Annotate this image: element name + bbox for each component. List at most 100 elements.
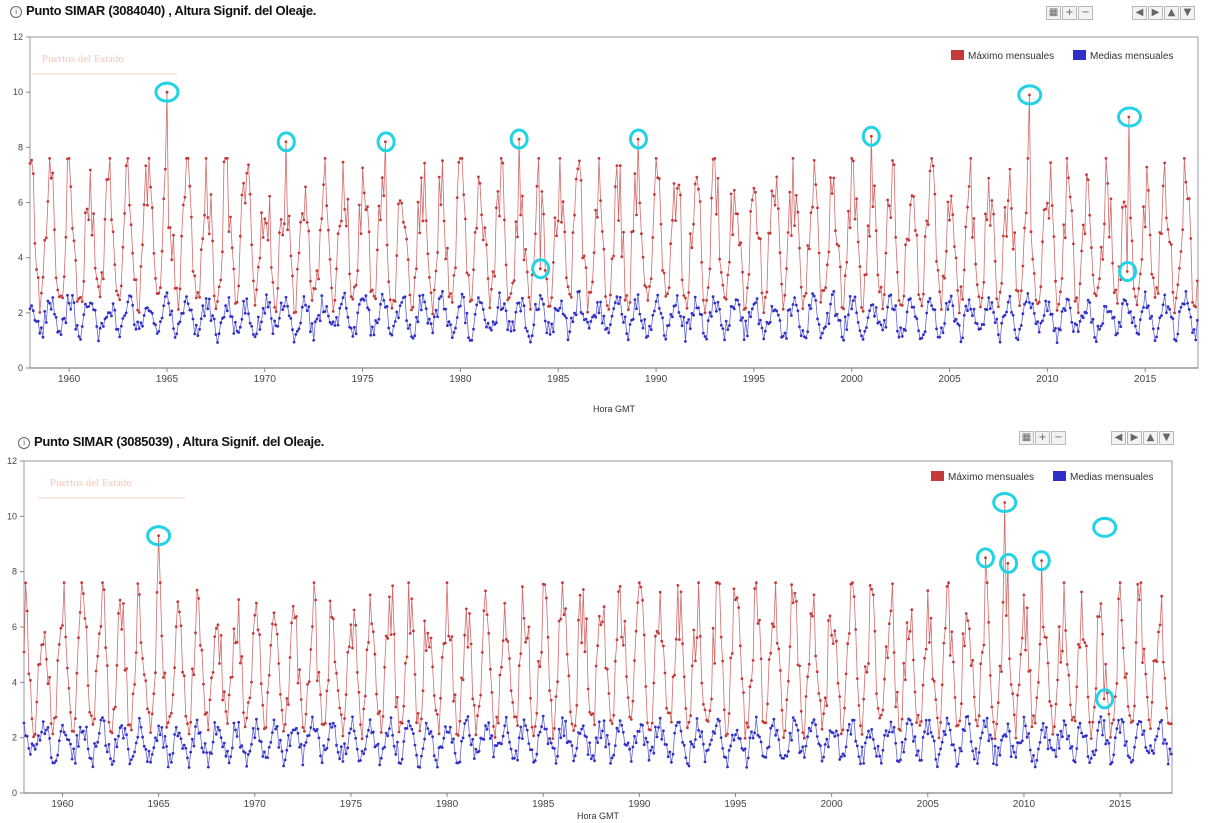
chart-grid-icon[interactable]: ▦ <box>1019 431 1034 445</box>
data-point <box>410 727 414 731</box>
data-point <box>1004 735 1008 738</box>
data-point <box>336 323 340 327</box>
data-point <box>848 295 852 298</box>
data-point <box>248 749 252 753</box>
info-icon[interactable]: i <box>10 6 22 18</box>
data-point <box>1112 753 1116 757</box>
data-point <box>200 648 204 652</box>
data-point <box>522 616 526 620</box>
arrow-up-icon[interactable]: ▲ <box>1164 6 1179 20</box>
data-point <box>838 695 842 698</box>
data-point <box>347 645 351 649</box>
data-point <box>607 331 611 335</box>
data-point <box>131 755 135 758</box>
arrow-right-icon[interactable]: ▶ <box>1148 6 1163 20</box>
data-point <box>724 734 728 738</box>
data-point <box>578 159 581 163</box>
data-point <box>168 313 172 317</box>
data-point <box>740 747 744 750</box>
data-point <box>214 732 218 736</box>
data-point <box>532 734 535 738</box>
data-point <box>891 159 894 162</box>
data-point <box>618 164 622 168</box>
data-point <box>593 759 596 763</box>
data-point <box>649 277 653 281</box>
chart-grid-icon[interactable]: ▦ <box>1046 6 1061 20</box>
data-point <box>817 323 821 326</box>
arrow-down-icon[interactable]: ▼ <box>1180 6 1195 20</box>
data-point <box>467 273 470 277</box>
data-point <box>309 330 312 334</box>
data-point <box>229 215 232 219</box>
data-point <box>730 733 734 737</box>
zoom-out-icon[interactable]: − <box>1078 6 1093 20</box>
data-point <box>503 302 506 306</box>
data-point <box>328 320 332 324</box>
arrow-left-icon[interactable]: ◀ <box>1132 6 1147 20</box>
data-point <box>1129 216 1132 220</box>
data-point <box>884 645 888 648</box>
data-point <box>455 316 459 319</box>
data-point <box>134 741 138 745</box>
zoom-in-icon[interactable]: + <box>1062 6 1077 20</box>
arrow-down-icon[interactable]: ▼ <box>1159 431 1174 445</box>
data-point <box>947 722 950 726</box>
data-point <box>860 745 864 749</box>
data-point <box>737 303 741 307</box>
data-point <box>1151 276 1155 280</box>
data-point <box>33 747 37 751</box>
data-point <box>538 294 542 297</box>
data-point <box>951 213 955 217</box>
data-point <box>317 736 321 740</box>
zoom-in-icon[interactable]: + <box>1035 431 1050 445</box>
data-point <box>1113 736 1117 740</box>
data-point <box>809 612 813 616</box>
arrow-left-icon[interactable]: ◀ <box>1111 431 1126 445</box>
data-point <box>807 303 811 307</box>
data-point <box>46 299 50 303</box>
data-point <box>434 269 438 273</box>
data-point <box>626 741 630 745</box>
info-icon[interactable]: i <box>18 437 30 449</box>
data-point <box>731 305 735 309</box>
data-point <box>304 185 307 189</box>
data-point <box>1085 173 1088 177</box>
zoom-out-icon[interactable]: − <box>1051 431 1066 445</box>
data-point <box>573 754 577 758</box>
data-point <box>340 302 343 306</box>
data-point <box>247 163 250 167</box>
data-point <box>556 309 560 313</box>
data-point <box>488 326 492 330</box>
data-point <box>957 324 961 327</box>
data-point <box>918 297 922 301</box>
data-point <box>856 321 860 324</box>
data-point <box>361 297 364 300</box>
data-point <box>658 716 662 720</box>
data-point <box>100 271 104 274</box>
data-point <box>697 728 700 732</box>
data-point <box>115 289 118 293</box>
data-point <box>766 702 769 706</box>
data-point <box>735 728 739 732</box>
y-tick-label: 10 <box>7 511 17 521</box>
data-point <box>751 659 755 662</box>
data-point <box>605 667 609 671</box>
data-point <box>493 274 497 278</box>
data-point <box>998 664 1002 668</box>
data-point <box>847 313 850 317</box>
data-point <box>129 223 133 227</box>
data-point <box>622 321 625 324</box>
data-point <box>666 755 670 759</box>
arrow-right-icon[interactable]: ▶ <box>1127 431 1142 445</box>
data-point <box>775 175 779 179</box>
data-point <box>829 176 832 180</box>
data-point <box>1078 282 1082 286</box>
data-point <box>205 711 209 715</box>
arrow-up-icon[interactable]: ▲ <box>1143 431 1158 445</box>
data-point <box>500 742 503 746</box>
data-point <box>1030 759 1034 763</box>
data-point <box>843 754 846 758</box>
data-point <box>661 316 664 320</box>
data-point <box>1006 300 1010 304</box>
data-point <box>330 726 334 729</box>
